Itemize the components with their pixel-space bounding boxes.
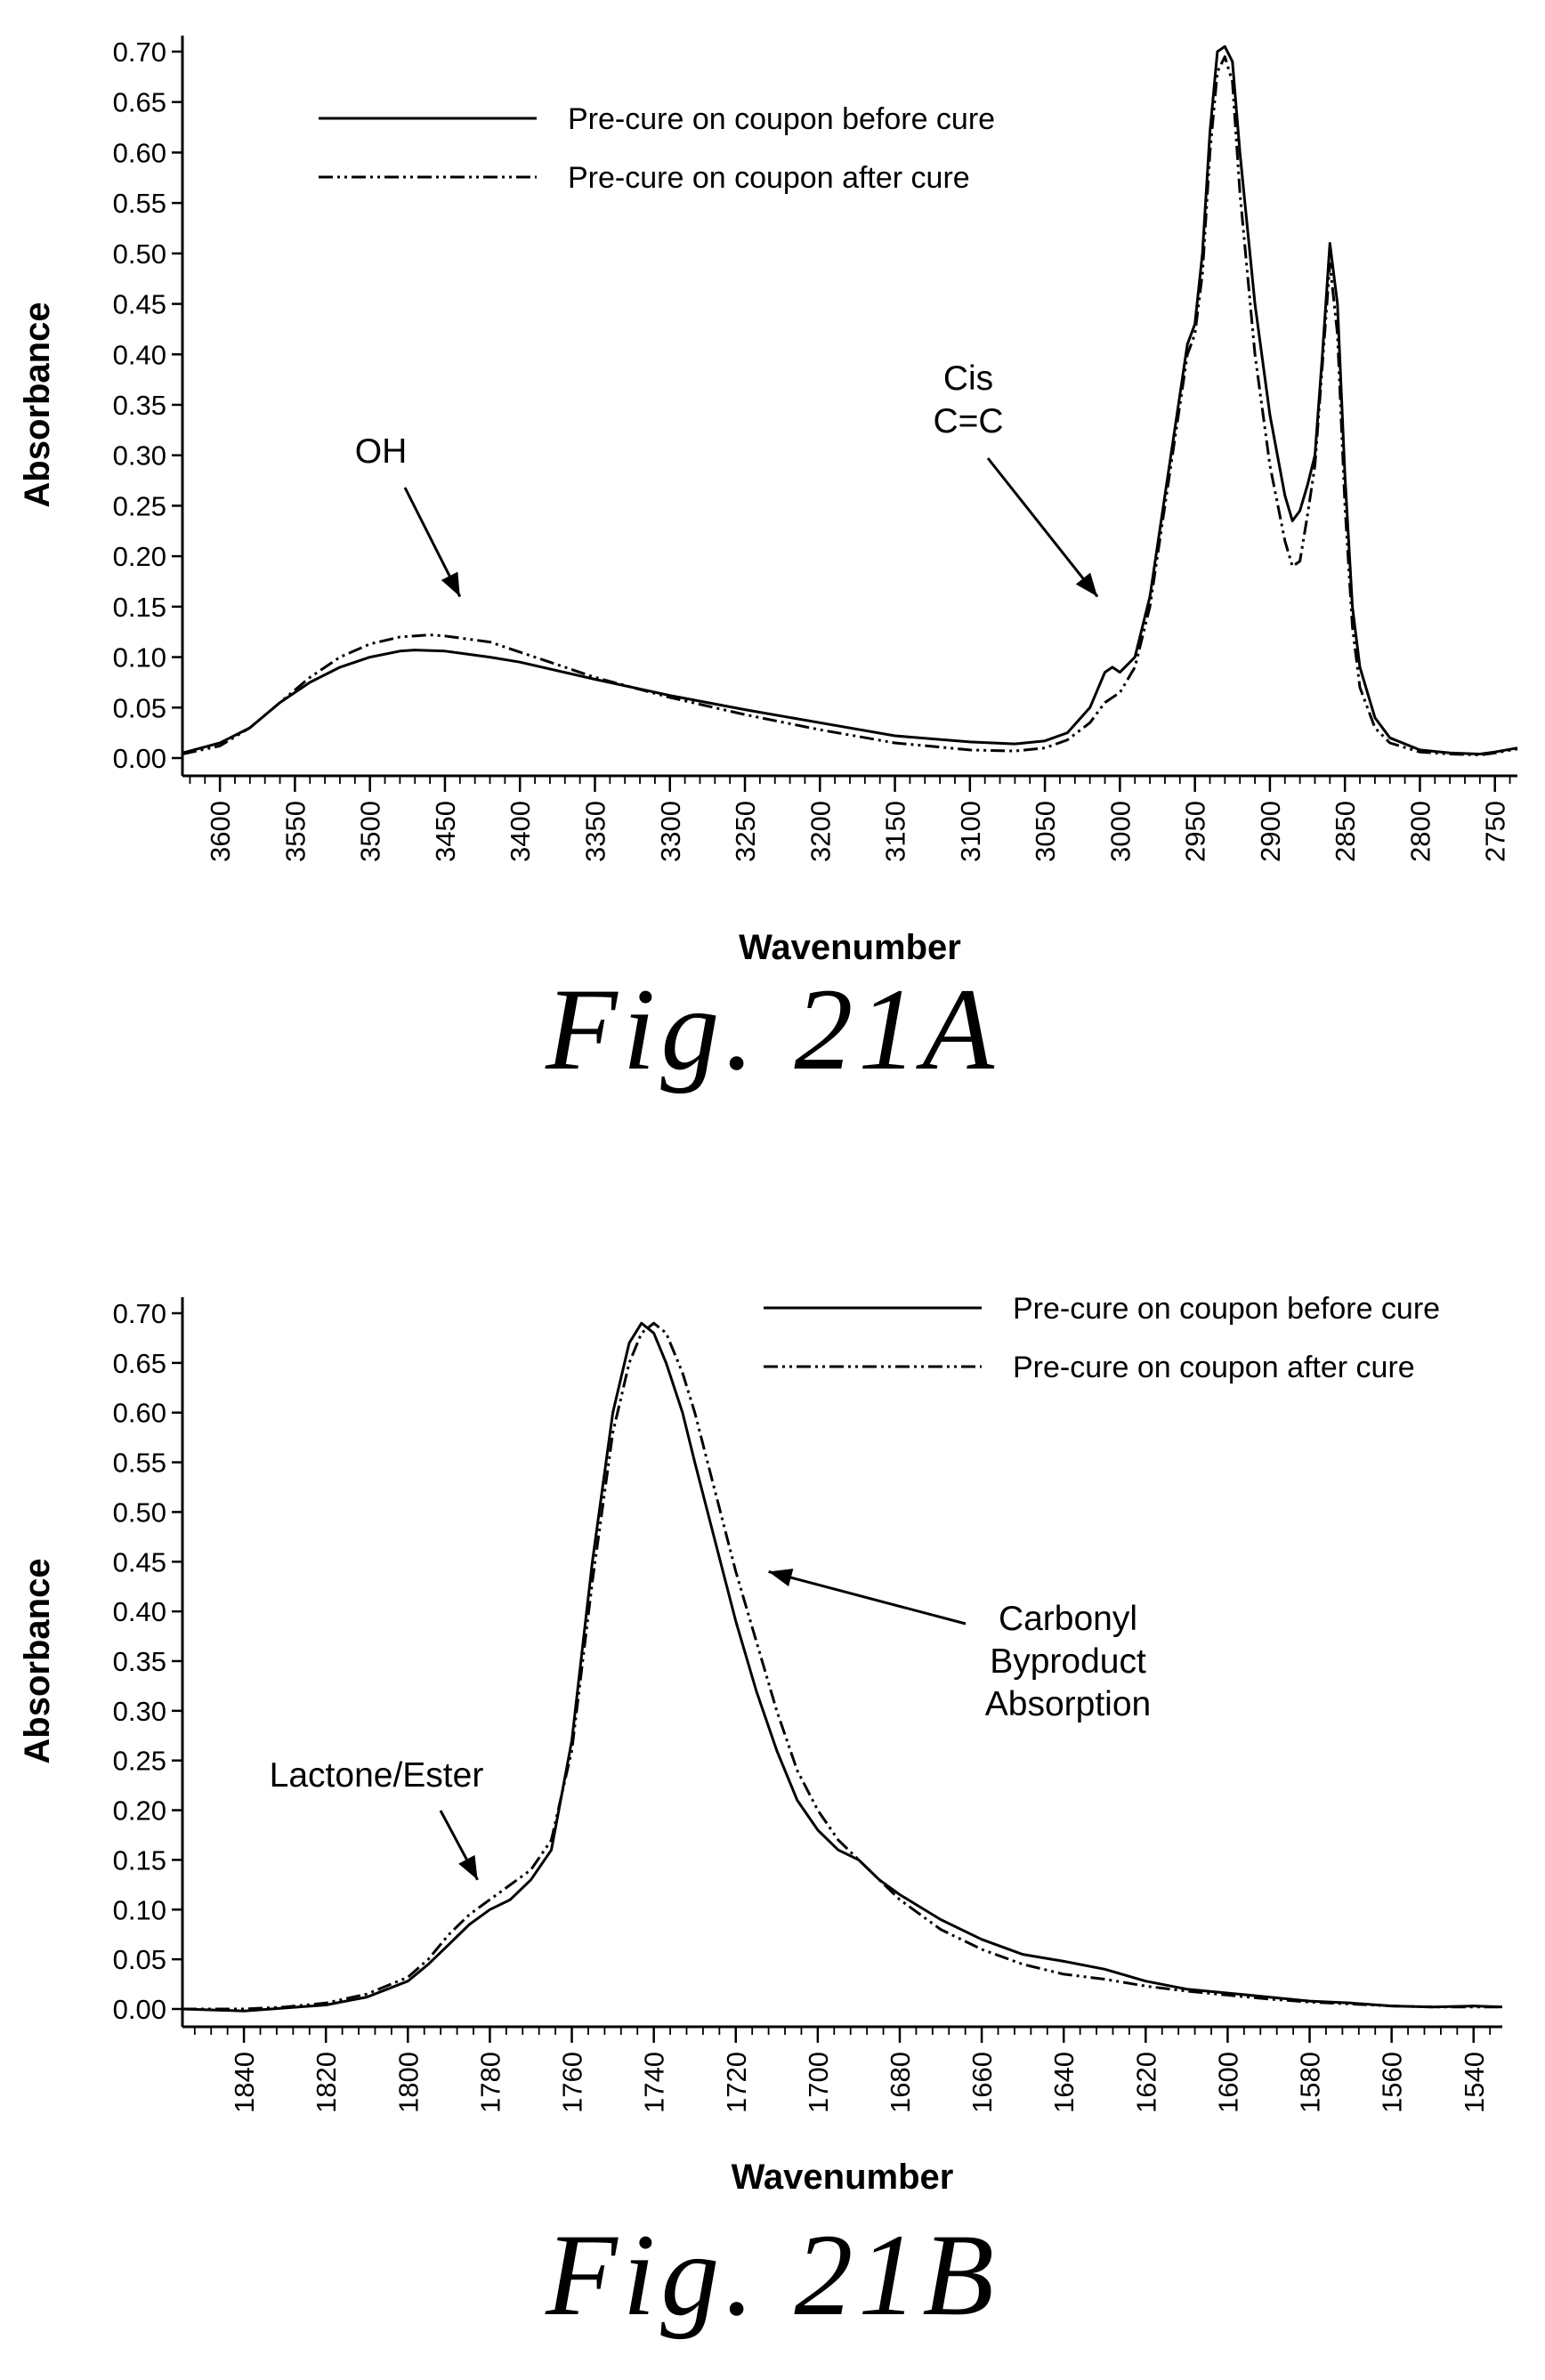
y-tick-label: 0.65: [113, 87, 166, 118]
x-tick-label: 1720: [721, 2052, 752, 2113]
legend-label: Pre-cure on coupon before cure: [568, 102, 995, 136]
x-tick-label: 1660: [967, 2052, 998, 2113]
y-tick-label: 0.35: [113, 1646, 166, 1677]
x-tick-label: 1580: [1295, 2052, 1326, 2113]
y-tick-label: 0.50: [113, 1497, 166, 1528]
x-tick-label: 2850: [1330, 801, 1361, 862]
x-tick-label: 1820: [311, 2052, 342, 2113]
legend-label: Pre-cure on coupon after cure: [1013, 1351, 1415, 1384]
x-tick-label: 1740: [639, 2052, 670, 2113]
spectrum-chart-21b: 0.00 0.05 0.10 0.15 0.20 0.25 0.30 0.35 0.40 0.45…: [18, 1292, 1503, 2197]
spectrum-chart-21a: 0.00 0.05 0.10 0.15 0.20 0.25 0.30 0.35 0.40 0.45…: [18, 36, 1518, 967]
y-tick-label: 0.05: [113, 692, 166, 723]
x-tick-label: 3450: [430, 801, 461, 862]
y-tick-label: 0.45: [113, 289, 166, 320]
x-tick-label: 1760: [557, 2052, 588, 2113]
x-tick-label: 2900: [1255, 801, 1286, 862]
series-line-after-cure: [182, 55, 1518, 757]
x-tick-label: 2950: [1180, 801, 1211, 862]
annotation-arrow-head: [768, 1569, 794, 1587]
x-tick-label: 1560: [1377, 2052, 1408, 2113]
y-tick-label: 0.20: [113, 1795, 166, 1827]
x-tick-label: 3600: [205, 801, 236, 862]
x-tick-label: 3000: [1104, 801, 1136, 862]
annotation-label: Absorption: [985, 1685, 1151, 1723]
x-tick-label: 1800: [392, 2052, 424, 2113]
x-axis-title: Wavenumber: [732, 2158, 954, 2197]
x-tick-label: 3550: [279, 801, 311, 862]
x-tick-label: 3050: [1030, 801, 1061, 862]
y-tick-label: 0.25: [113, 1746, 166, 1777]
annotation-arrow-shaft: [768, 1570, 967, 1626]
x-tick-label: 3500: [355, 801, 386, 862]
x-tick-label: 3350: [579, 801, 611, 862]
x-tick-label: 1540: [1459, 2052, 1490, 2113]
legend-label: Pre-cure on coupon after cure: [568, 161, 970, 195]
y-tick-label: 0.35: [113, 390, 166, 421]
y-tick-label: 0.00: [113, 1994, 166, 2025]
y-tick-label: 0.20: [113, 541, 166, 572]
x-tick-label: 3200: [805, 801, 836, 862]
x-tick-label: 3250: [730, 801, 761, 862]
y-tick-label: 0.70: [113, 36, 166, 68]
figure-caption-21b: Fig. 21B: [546, 2209, 999, 2340]
y-tick-label: 0.30: [113, 440, 166, 472]
y-tick-label: 0.55: [113, 1448, 166, 1479]
annotation-arrow-shaft: [986, 457, 1099, 598]
x-tick-label: 2800: [1404, 801, 1436, 862]
y-tick-label: 0.60: [113, 1398, 166, 1429]
y-tick-label: 0.40: [113, 1596, 166, 1627]
annotation-label: OH: [355, 432, 408, 471]
x-tick-label: 3150: [880, 801, 911, 862]
x-tick-label: 2750: [1480, 801, 1511, 862]
annotation-label: Cis: [943, 359, 993, 398]
annotation-arrow-head: [458, 1854, 478, 1880]
y-tick-label: 0.05: [113, 1944, 166, 1975]
series-line-after-cure: [182, 1321, 1502, 2011]
x-tick-label: 3100: [955, 801, 986, 862]
y-axis-title: Absorbance: [18, 1558, 57, 1763]
y-tick-label: 0.10: [113, 1894, 166, 1925]
x-tick-label: 1780: [474, 2052, 506, 2113]
x-tick-label: 1700: [803, 2052, 834, 2113]
annotation-label: Byproduct: [990, 1642, 1146, 1681]
y-tick-label: 0.15: [113, 1844, 166, 1876]
x-tick-label: 1600: [1212, 2052, 1243, 2113]
y-tick-label: 0.60: [113, 137, 166, 168]
y-tick-label: 0.00: [113, 743, 166, 774]
annotation-arrow-head: [441, 571, 460, 597]
annotation-label: C=C: [933, 402, 1003, 440]
series-line-before-cure: [182, 1321, 1503, 2013]
y-tick-label: 0.50: [113, 238, 166, 270]
y-tick-label: 0.45: [113, 1546, 166, 1577]
y-tick-label: 0.10: [113, 642, 166, 674]
x-tick-label: 1840: [229, 2052, 260, 2113]
y-tick-label: 0.25: [113, 490, 166, 521]
figure-caption-21a: Fig. 21A: [546, 964, 999, 1094]
y-tick-label: 0.30: [113, 1696, 166, 1727]
annotation-arrow-head: [1075, 572, 1098, 597]
y-tick-label: 0.65: [113, 1348, 166, 1379]
x-axis-title: Wavenumber: [739, 928, 961, 967]
y-axis-title: Absorbance: [18, 302, 57, 507]
annotation-label: Carbonyl: [999, 1600, 1137, 1638]
y-tick-label: 0.55: [113, 188, 166, 219]
series-line-before-cure: [182, 44, 1518, 755]
x-tick-label: 1620: [1130, 2052, 1161, 2113]
y-tick-label: 0.70: [113, 1298, 166, 1329]
x-tick-label: 3300: [655, 801, 686, 862]
x-tick-label: 1680: [885, 2052, 916, 2113]
y-tick-label: 0.15: [113, 592, 166, 623]
annotation-label: Lactone/Ester: [270, 1756, 484, 1795]
legend-label: Pre-cure on coupon before cure: [1013, 1292, 1440, 1326]
x-tick-label: 3400: [505, 801, 536, 862]
x-tick-label: 1640: [1048, 2052, 1080, 2113]
y-tick-label: 0.40: [113, 339, 166, 370]
